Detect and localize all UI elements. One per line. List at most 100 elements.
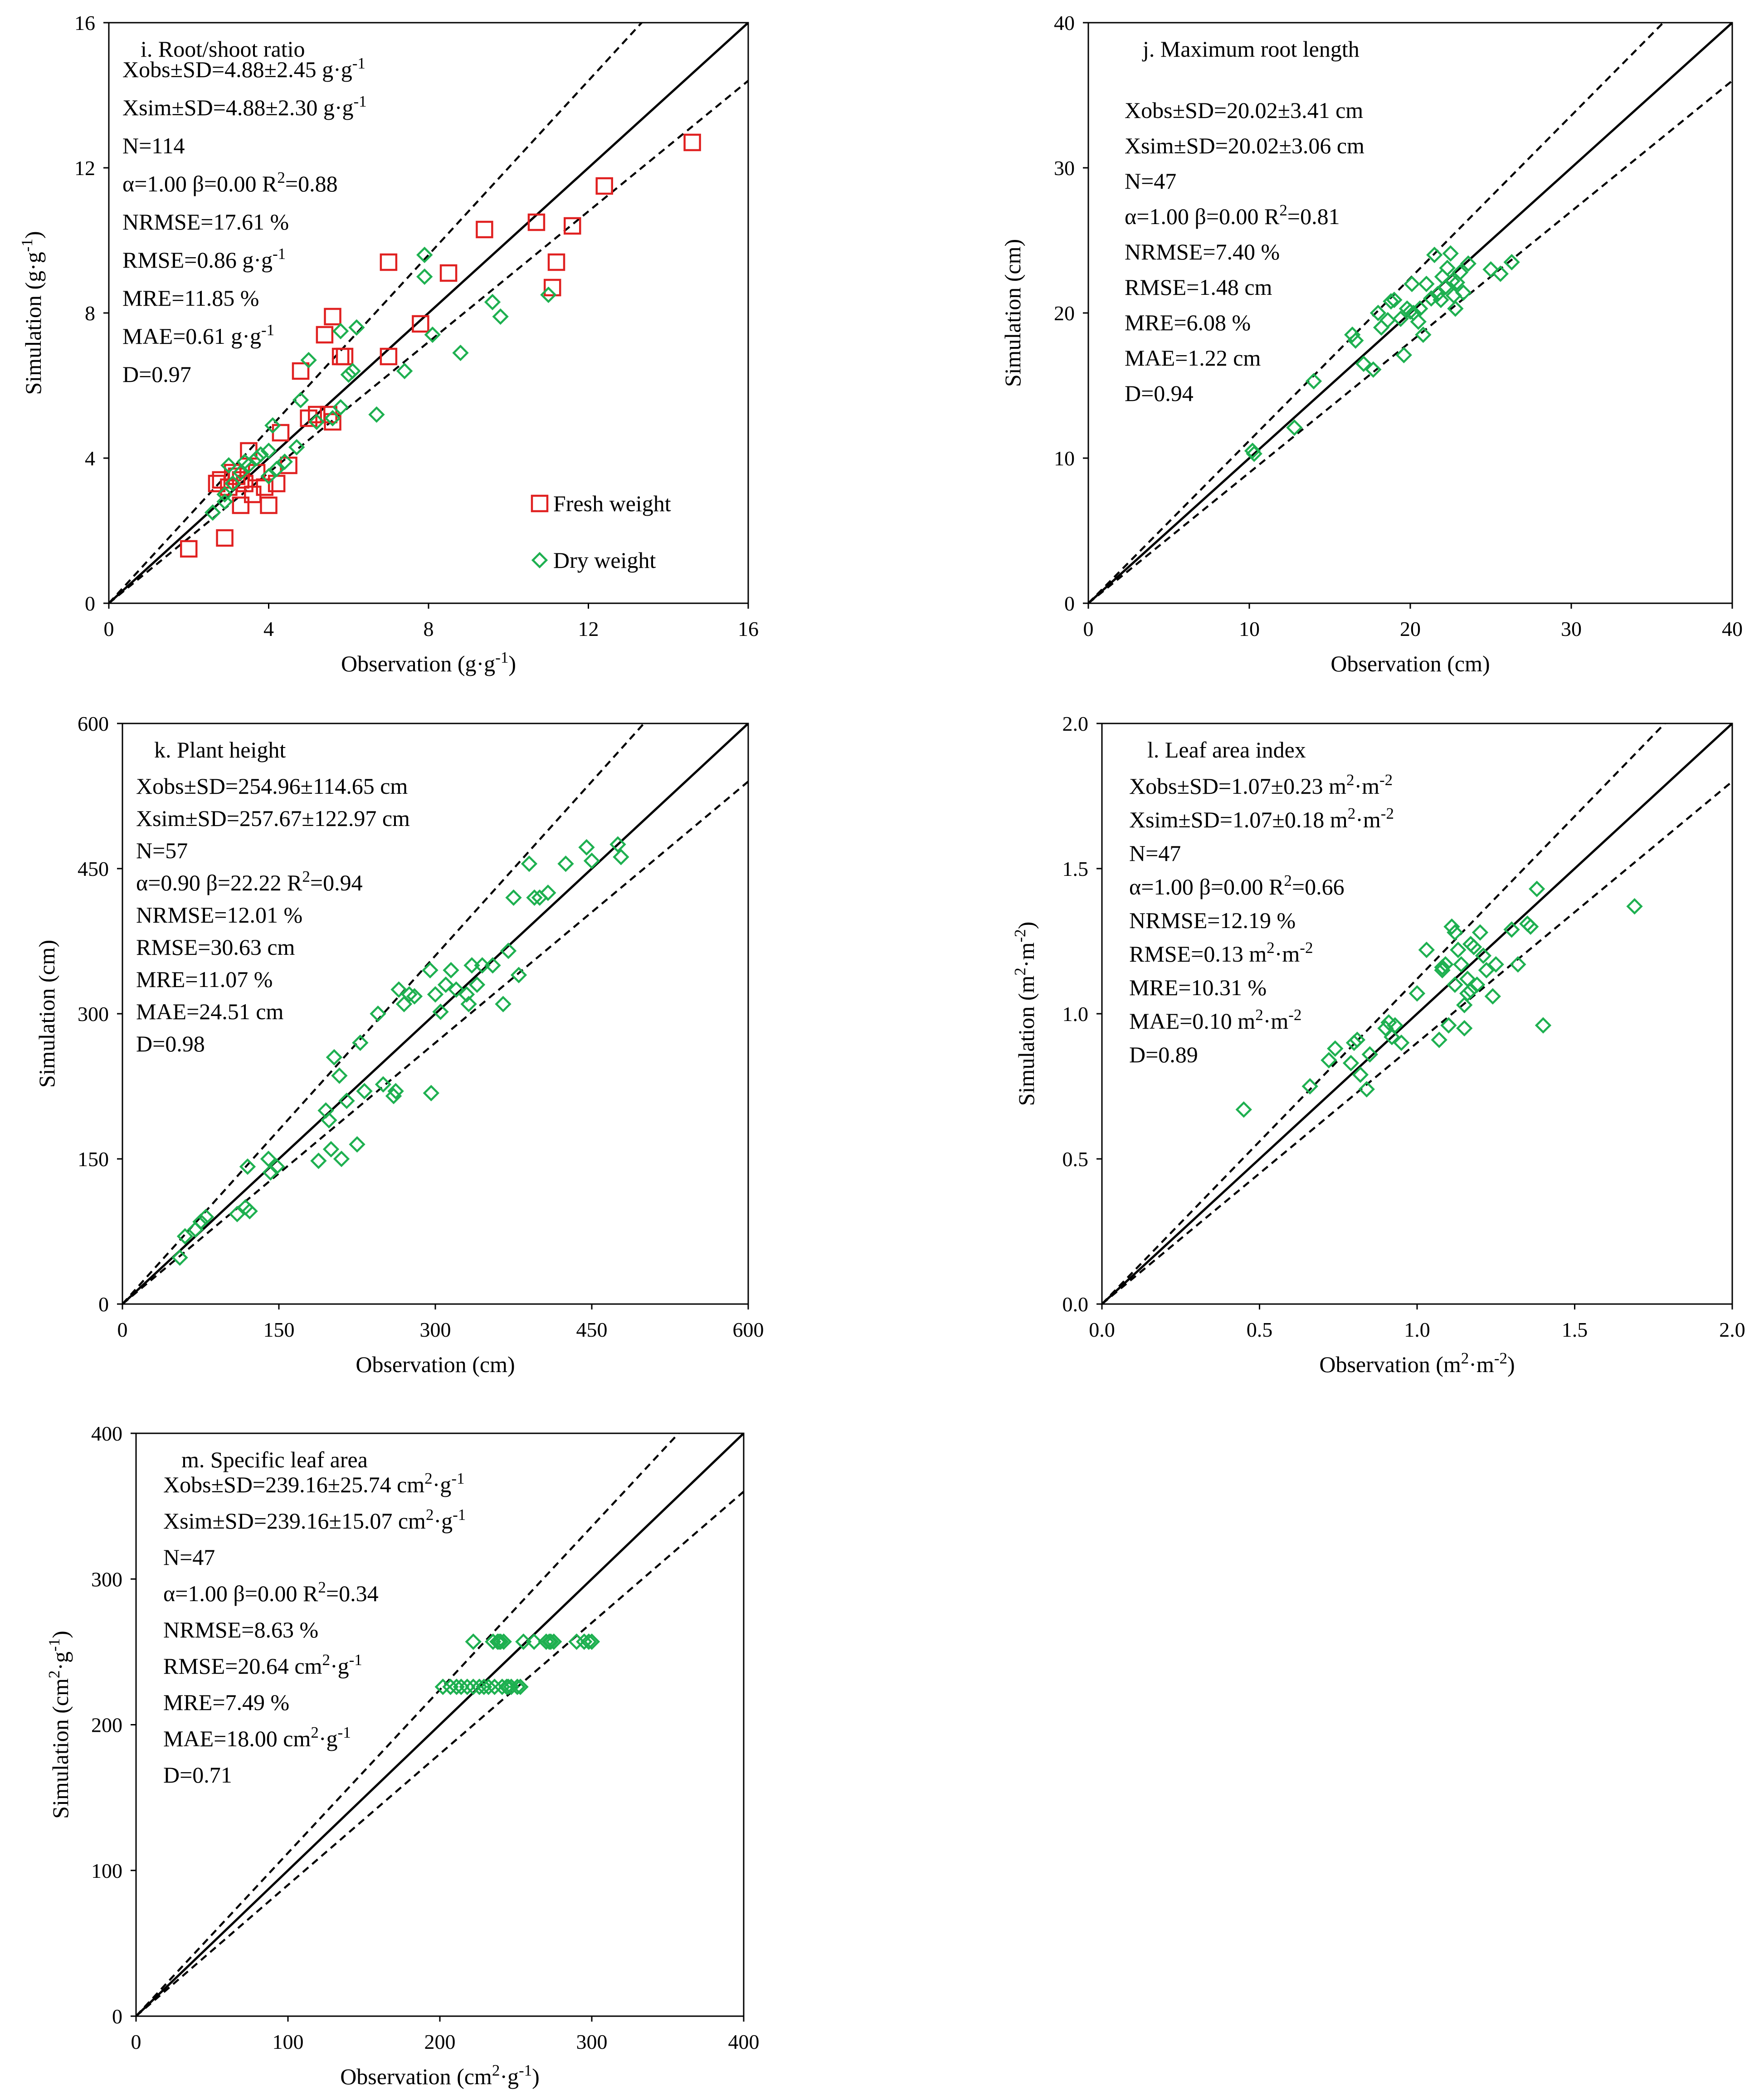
data-point: [229, 1206, 246, 1222]
y-tick-label: 600: [78, 712, 109, 735]
data-point: [349, 1136, 365, 1153]
data-point: [416, 268, 433, 285]
data-point: [240, 457, 257, 474]
data-point: [1402, 303, 1419, 320]
data-point: [268, 460, 285, 478]
y-tick-label: 400: [91, 1422, 122, 1445]
data-point: [448, 981, 465, 998]
x-tick-label: 30: [1561, 617, 1582, 640]
data-point: [1429, 286, 1446, 303]
stat-line: N=114: [122, 133, 185, 158]
series-0: [171, 836, 629, 1266]
data-point: [510, 967, 527, 983]
data-point: [387, 1083, 404, 1099]
data-point: [1305, 373, 1322, 390]
x-tick-label: 0.0: [1089, 1318, 1115, 1341]
data-point: [292, 391, 309, 409]
stat-line: Xsim±SD=257.67±122.97 cm: [136, 806, 410, 831]
stat-line: α=1.00 β=0.00 R2=0.66: [1129, 872, 1345, 900]
series-0: [1244, 245, 1520, 462]
data-point: [427, 986, 444, 1003]
data-point: [492, 308, 509, 325]
stat-line: Xobs±SD=20.02±3.41 cm: [1125, 98, 1363, 123]
data-point: [224, 475, 241, 492]
data-point: [1439, 259, 1456, 276]
data-point: [495, 996, 512, 1012]
stat-line: N=57: [136, 838, 188, 863]
chart-panel-k: 00 150 150 300 300 450 450 600 600 k. Plant heigh…: [34, 712, 764, 1377]
stat-line: MAE=24.51 cm: [136, 999, 283, 1024]
data-point: [546, 1633, 562, 1650]
data-point: [338, 1092, 355, 1109]
data-point: [580, 1633, 597, 1650]
data-point: [1384, 1029, 1400, 1046]
data-point: [1431, 1031, 1447, 1048]
data-point: [332, 399, 349, 416]
x-tick-label: 200: [424, 2030, 456, 2053]
y-tick-label: 0.5: [1062, 1148, 1089, 1171]
data-point: [262, 1164, 279, 1181]
data-point: [380, 253, 398, 271]
band-line: [122, 723, 646, 1304]
data-point: [1434, 962, 1451, 979]
x-tick-label: 0: [117, 1318, 128, 1341]
data-point: [336, 347, 354, 366]
data-point: [442, 1678, 459, 1695]
x-axis-label: Observation (cm): [356, 1352, 515, 1377]
y-tick-label: 150: [78, 1148, 109, 1171]
x-axis-label: Observation (cm2·g-1): [340, 2062, 540, 2090]
stat-line: MRE=6.08 %: [1125, 310, 1251, 335]
stat-line: MRE=7.49 %: [163, 1690, 289, 1715]
data-point: [683, 133, 701, 151]
stat-line: α=0.90 β=22.22 R2=0.94: [136, 868, 363, 896]
legend-marker-diamond: [531, 552, 548, 569]
y-tick-label: 40: [1054, 11, 1075, 34]
stat-line: D=0.98: [136, 1031, 205, 1056]
y-tick-label: 100: [91, 1859, 122, 1882]
stat-line: MRE=10.31 %: [1129, 975, 1267, 1000]
data-point: [232, 496, 250, 514]
data-point: [385, 1088, 402, 1104]
y-tick-label: 200: [91, 1714, 122, 1737]
data-point: [489, 1633, 506, 1650]
one-to-one-line: [136, 1433, 744, 2016]
band-line: [1088, 23, 1665, 603]
data-point: [609, 836, 626, 853]
data-point: [564, 217, 581, 235]
data-point: [1426, 246, 1443, 264]
data-point: [1626, 898, 1643, 915]
data-point: [220, 457, 237, 474]
x-tick-label: 300: [576, 2030, 608, 2053]
stat-line: Xsim±SD=239.16±15.07 cm2·g-1: [163, 1506, 466, 1534]
x-axis-label: Observation (m2·m-2): [1319, 1349, 1515, 1378]
data-point: [484, 957, 501, 974]
data-point: [1361, 1046, 1378, 1063]
x-tick-label: 450: [576, 1318, 608, 1341]
data-point: [1453, 956, 1470, 973]
data-point: [1456, 997, 1473, 1013]
data-point: [458, 986, 475, 1003]
stat-line: NRMSE=8.63 %: [163, 1617, 318, 1642]
data-point: [322, 1141, 340, 1158]
x-tick-label: 4: [263, 617, 274, 640]
data-point: [216, 493, 233, 510]
band-line: [1102, 723, 1667, 1304]
stat-line: α=1.00 β=0.00 R2=0.88: [122, 169, 338, 197]
stat-line: Xobs±SD=239.16±25.74 cm2·g-1: [163, 1470, 464, 1498]
chart-title: i. Root/shoot ratio: [141, 36, 305, 62]
y-tick-label: 0: [85, 592, 95, 615]
data-point: [613, 849, 629, 865]
reference-lines: [1102, 723, 1732, 1304]
data-point: [1410, 313, 1427, 330]
data-point: [1528, 880, 1545, 897]
data-point: [264, 417, 281, 434]
stat-line: MAE=0.61 g·g-1: [122, 321, 274, 349]
data-point: [1535, 1017, 1552, 1034]
data-point: [531, 889, 548, 906]
stat-line: NRMSE=17.61 %: [122, 209, 289, 235]
data-point: [324, 410, 341, 427]
data-point: [1235, 1101, 1252, 1118]
data-point: [432, 1003, 449, 1020]
chart-title: k. Plant height: [154, 737, 286, 762]
band-line: [1088, 80, 1732, 603]
